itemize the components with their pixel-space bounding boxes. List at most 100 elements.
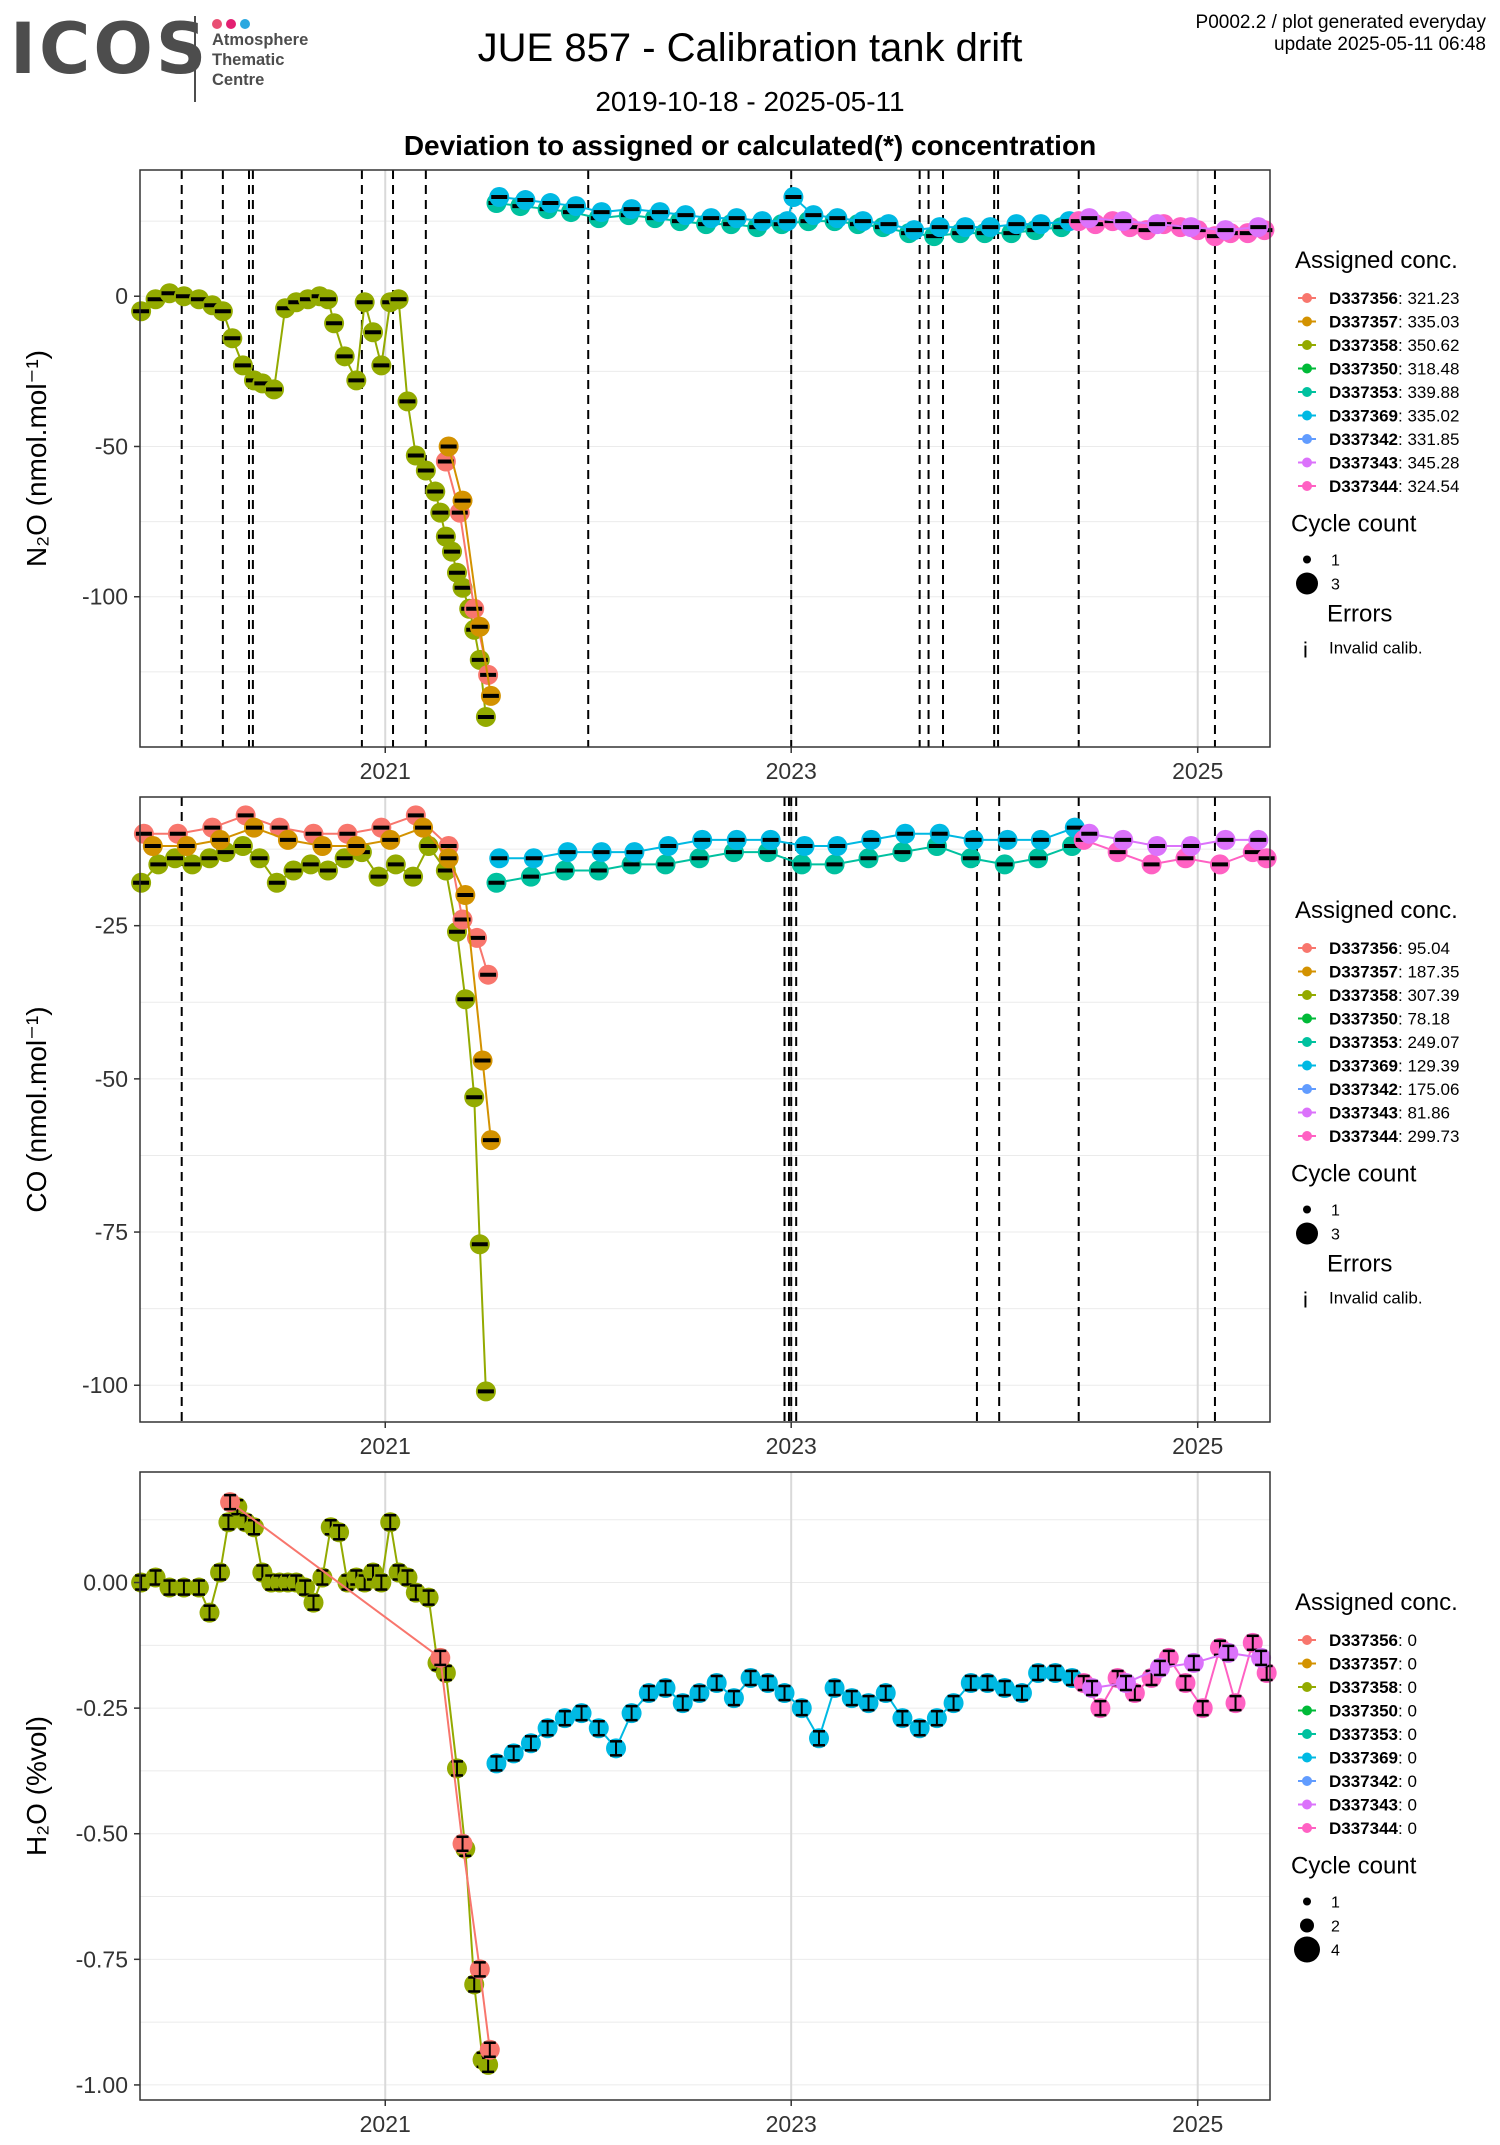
legend-key-dot [1302,1060,1312,1071]
legend-tank-id: D337358 [1329,1678,1398,1697]
generation-info: P0002.2 / plot generated everyday update… [1196,12,1486,56]
y-tick-label: -100 [82,1372,128,1398]
legend-entry: D337353: 249.07 [1329,1033,1459,1052]
legend-key-dot [1302,1823,1312,1833]
legend-entry: D337358: 350.62 [1329,336,1459,355]
legend-entry: D337342: 331.85 [1329,430,1459,449]
logo-dots-icon [212,16,254,34]
legend-title: Errors [1327,1251,1392,1278]
legend-assigned-value: : 95.04 [1398,939,1450,958]
plot-background [140,170,1270,747]
legend-assigned-value: : 0 [1398,1749,1417,1768]
legend-assigned-value: : 321.23 [1398,289,1459,308]
legend-tank-id: D337369 [1329,1749,1398,1768]
legend-key-dot [1302,1084,1312,1094]
legend-key-dot [1302,1799,1312,1810]
cycle-count-label: 2 [1331,1919,1340,1936]
error-label: Invalid calib. [1329,639,1423,658]
legend-key-dot [1302,943,1312,953]
cycle-count-key [1303,555,1311,564]
legend-key-dot [1302,1107,1312,1118]
icos-logo: ICOS [10,8,210,90]
y-axis-title: N₂O (nmol.mol⁻¹) [21,350,52,567]
legend-entry: D337369: 335.02 [1329,407,1459,426]
panel-3: 0.00 -0.25 -0.50 -0.75 -1.00 2021 2023 2025 H₂O … [21,1471,1458,2137]
cycle-count-label: 1 [1331,1895,1340,1912]
logo-dot-3 [240,19,250,29]
y-tick-label: -0.25 [76,1695,128,1721]
page-header: ICOS Atmosphere Thematic Centre JUE 857 … [0,0,1500,161]
y-axis-title: CO (nmol.mol⁻¹) [21,1006,52,1212]
cycle-count-label: 1 [1331,553,1340,570]
series-group [131,1492,1277,2075]
series-group [131,805,1277,1402]
legend-key-dot [1302,1635,1312,1645]
x-tick-label: 2023 [766,2111,817,2137]
legend-assigned-value: : 324.54 [1398,477,1459,496]
plot-background [140,797,1270,1422]
legend-assigned-value: : 350.62 [1398,336,1459,355]
cycle-count-key [1296,572,1318,595]
logo-subtitle: Atmosphere Thematic Centre [212,30,308,90]
logo-dot-2 [226,19,236,29]
legend-assigned-value: : 249.07 [1398,1033,1459,1052]
legend-tank-id: D337342 [1329,1080,1398,1099]
legend-title: Errors [1327,601,1392,628]
legend-tank-id: D337344 [1329,1819,1399,1838]
chart-subtitle: Deviation to assigned or calculated(*) c… [403,130,1097,161]
legend-tank-id: D337353 [1329,1033,1398,1052]
legend-tank-id: D337343 [1329,454,1398,473]
logo-line-2: Thematic [212,51,285,69]
legend-key-dot [1302,1682,1312,1692]
legend-tank-id: D337350 [1329,360,1398,379]
page-title: JUE 857 - Calibration tank drift [477,26,1023,70]
legend-assigned-value: : 318.48 [1398,360,1459,379]
y-tick-label: -50 [95,433,128,459]
legend-assigned-value: : 0 [1398,1819,1417,1838]
legend-key-dot [1302,1729,1312,1739]
cycle-count-label: 4 [1331,1943,1340,1960]
plot-frame [139,169,1271,748]
x-tick-label: 2021 [360,1433,411,1459]
y-axis-title: H₂O (%vol) [21,1716,52,1856]
cycle-count-key [1296,1222,1318,1245]
legend-entry: D337356: 95.04 [1329,939,1450,958]
legend-assigned-value: : 307.39 [1398,986,1459,1005]
error-symbol: i [1303,638,1308,663]
legend-assigned-value: : 129.39 [1398,1057,1459,1076]
legend-entry: D337357: 0 [1329,1655,1417,1674]
y-tick-label: -100 [82,584,128,610]
x-tick-label: 2023 [766,758,817,784]
legend-entry: D337357: 335.03 [1329,313,1459,332]
legend-assigned-value: : 335.03 [1398,313,1459,332]
series-line-D337356 [444,461,490,676]
legend-assigned-value: : 0 [1398,1678,1417,1697]
legend-entry: D337350: 318.48 [1329,360,1459,379]
error-label: Invalid calib. [1329,1289,1423,1308]
cycle-count-key [1303,1205,1311,1214]
legend-entry: D337342: 175.06 [1329,1080,1459,1099]
cycle-count-label: 3 [1331,577,1340,594]
error-symbol: i [1303,1288,1308,1313]
series-group [131,187,1275,727]
legend-tank-id: D337369 [1329,407,1398,426]
logo-line-1: Atmosphere [212,31,309,49]
legend-assigned-value: : 187.35 [1398,963,1459,982]
legend-tank-id: D337353 [1329,1725,1398,1744]
legend-entry: D337357: 187.35 [1329,963,1459,982]
legend-assigned-value: : 339.88 [1398,383,1459,402]
y-tick-label: -1.00 [76,2072,128,2098]
legend-tank-id: D337356 [1329,1631,1398,1650]
legend-assigned-value: : 0 [1398,1655,1417,1674]
logo-divider [194,16,196,102]
legend-tank-id: D337343 [1329,1796,1398,1815]
legend-assigned-value: : 0 [1398,1772,1417,1791]
legend-entry: D337358: 0 [1329,1678,1417,1697]
x-tick-label: 2025 [1172,2111,1223,2137]
legend-tank-id: D337357 [1329,963,1398,982]
legend-key-dot [1302,1131,1312,1141]
legend-key-dot [1302,1705,1312,1716]
